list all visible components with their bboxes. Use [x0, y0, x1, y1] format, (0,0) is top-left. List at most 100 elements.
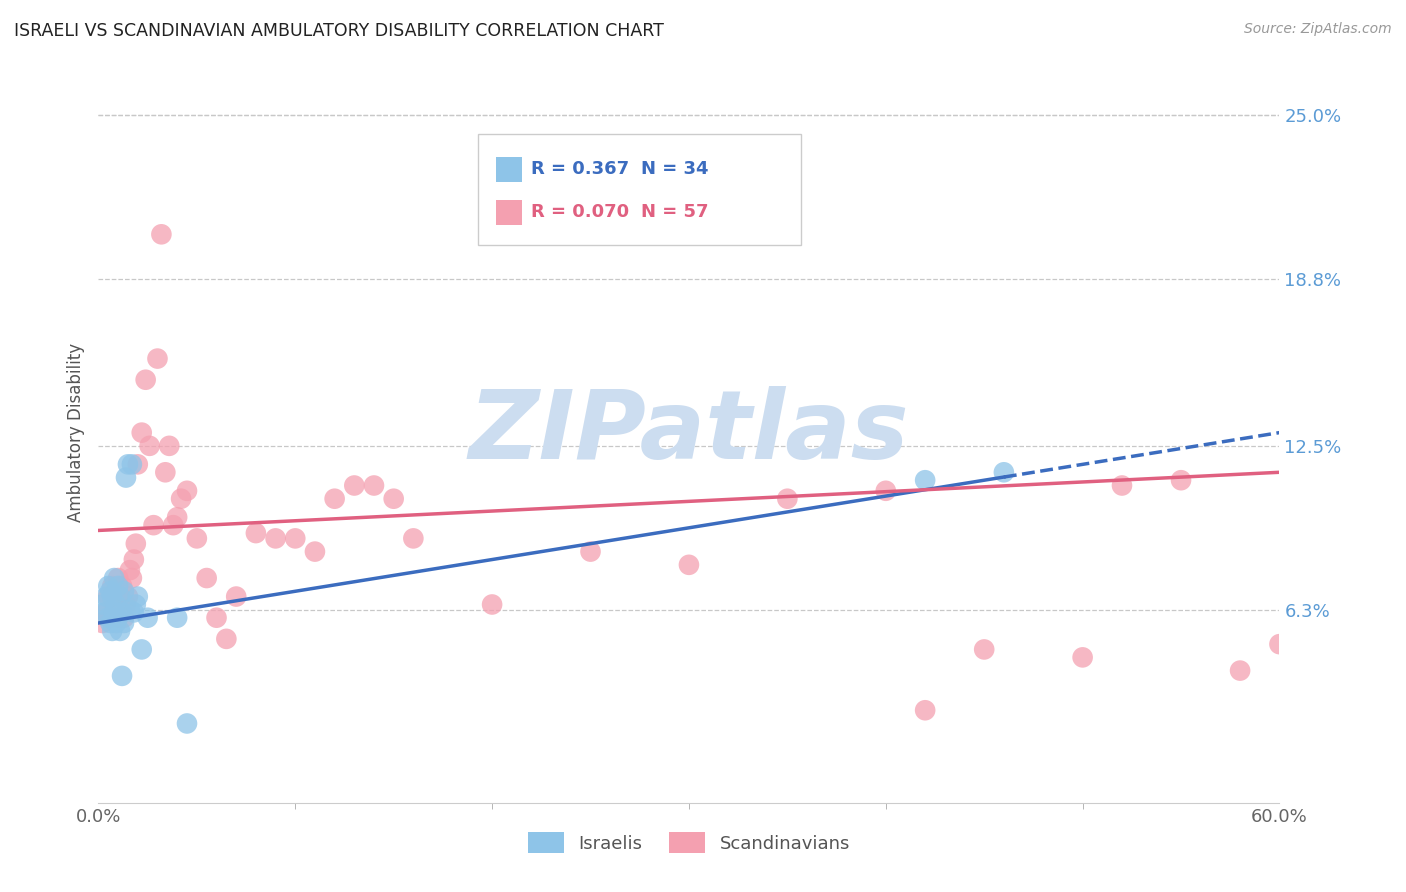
Point — [157, 439, 180, 453]
Point — [97, 611, 120, 625]
Point — [155, 465, 177, 479]
Point — [118, 563, 141, 577]
Point — [98, 615, 121, 630]
Point — [875, 483, 897, 498]
Point — [215, 632, 238, 646]
Point — [112, 611, 135, 625]
Point — [101, 624, 124, 638]
Point — [91, 615, 114, 630]
Point — [107, 579, 129, 593]
Point — [112, 615, 135, 630]
Point — [127, 458, 149, 472]
Point — [125, 536, 148, 550]
Point — [323, 491, 346, 506]
Point — [264, 532, 287, 546]
Point — [1170, 473, 1192, 487]
Point — [1111, 478, 1133, 492]
Text: N = 34: N = 34 — [641, 160, 709, 178]
Text: N = 57: N = 57 — [641, 203, 709, 221]
Point — [103, 571, 125, 585]
Text: ZIPatlas: ZIPatlas — [468, 386, 910, 479]
Point — [127, 590, 149, 604]
Point — [97, 579, 120, 593]
Point — [170, 491, 193, 506]
Point — [101, 579, 124, 593]
Point — [93, 606, 115, 620]
Point — [914, 703, 936, 717]
Point — [111, 579, 134, 593]
Point — [579, 544, 602, 558]
Point — [1268, 637, 1291, 651]
Text: Source: ZipAtlas.com: Source: ZipAtlas.com — [1244, 22, 1392, 37]
Point — [91, 598, 114, 612]
Point — [1071, 650, 1094, 665]
Point — [98, 584, 121, 599]
Point — [115, 470, 138, 484]
Point — [118, 603, 141, 617]
Point — [107, 611, 129, 625]
Point — [112, 584, 135, 599]
Point — [678, 558, 700, 572]
Point — [98, 611, 121, 625]
Point — [245, 526, 267, 541]
Point — [105, 590, 128, 604]
Point — [776, 491, 799, 506]
Point — [195, 571, 218, 585]
Point — [117, 458, 139, 472]
Point — [176, 716, 198, 731]
Point — [108, 590, 131, 604]
Point — [993, 465, 1015, 479]
Point — [105, 615, 128, 630]
Point — [136, 611, 159, 625]
Point — [115, 598, 138, 612]
Text: R = 0.367: R = 0.367 — [531, 160, 630, 178]
Point — [225, 590, 247, 604]
Point — [150, 227, 173, 242]
Y-axis label: Ambulatory Disability: Ambulatory Disability — [66, 343, 84, 522]
Point — [162, 518, 184, 533]
Point — [138, 439, 160, 453]
Point — [96, 606, 118, 620]
Point — [284, 532, 307, 546]
Point — [122, 606, 145, 620]
Point — [973, 642, 995, 657]
Point — [108, 590, 131, 604]
Text: R = 0.070: R = 0.070 — [531, 203, 630, 221]
Point — [304, 544, 326, 558]
Point — [97, 590, 120, 604]
Text: ISRAELI VS SCANDINAVIAN AMBULATORY DISABILITY CORRELATION CHART: ISRAELI VS SCANDINAVIAN AMBULATORY DISAB… — [14, 22, 664, 40]
Point — [107, 571, 129, 585]
Point — [107, 611, 129, 625]
Point — [111, 669, 134, 683]
Point — [96, 590, 118, 604]
Point — [121, 458, 143, 472]
Point — [108, 624, 131, 638]
Point — [146, 351, 169, 366]
Point — [135, 373, 157, 387]
Point — [1229, 664, 1251, 678]
Point — [166, 611, 188, 625]
Point — [103, 598, 125, 612]
Point — [382, 491, 405, 506]
Point — [131, 642, 153, 657]
Point — [122, 552, 145, 566]
Point — [481, 598, 503, 612]
Point — [131, 425, 153, 440]
Point — [121, 571, 143, 585]
Point — [914, 473, 936, 487]
Point — [105, 598, 128, 612]
Point — [125, 598, 148, 612]
Point — [117, 590, 139, 604]
Point — [363, 478, 385, 492]
Point — [142, 518, 165, 533]
Point — [166, 510, 188, 524]
Point — [343, 478, 366, 492]
Point — [402, 532, 425, 546]
Legend: Israelis, Scandinavians: Israelis, Scandinavians — [520, 825, 858, 861]
Point — [111, 606, 134, 620]
Point — [176, 483, 198, 498]
Point — [103, 606, 125, 620]
Point — [101, 590, 124, 604]
Point — [205, 611, 228, 625]
Point — [186, 532, 208, 546]
